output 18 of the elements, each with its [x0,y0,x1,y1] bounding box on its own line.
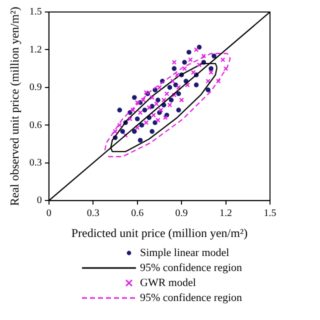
x-tick-label: 0 [46,208,52,220]
legend-label: GWR model [140,276,196,288]
y-tick-label: 0.6 [29,120,42,131]
y-tick-label: 0 [36,195,42,206]
x-tick-label: 0.3 [86,208,100,220]
legend-label: 95% confidence region [140,292,242,304]
y-axis-title: Real observed unit price (million yen/m²) [7,6,22,206]
y-tick-label: 1.2 [29,44,42,56]
y-tick-label: 0.3 [29,158,42,169]
legend-label: 95% confidence region [140,262,242,274]
y-tick-label: 0.9 [29,82,42,94]
x-tick-label: 1.5 [264,208,276,220]
x-tick-label: 1.2 [220,208,232,220]
x-tick-label: 0.9 [175,208,188,220]
x-tick-label: 0.6 [131,208,144,220]
y-tick-label: 1.5 [29,6,42,18]
legend-label: Simple linear model [140,246,230,258]
x-axis-title: Predicted unit price (million yen/m²) [71,226,248,240]
